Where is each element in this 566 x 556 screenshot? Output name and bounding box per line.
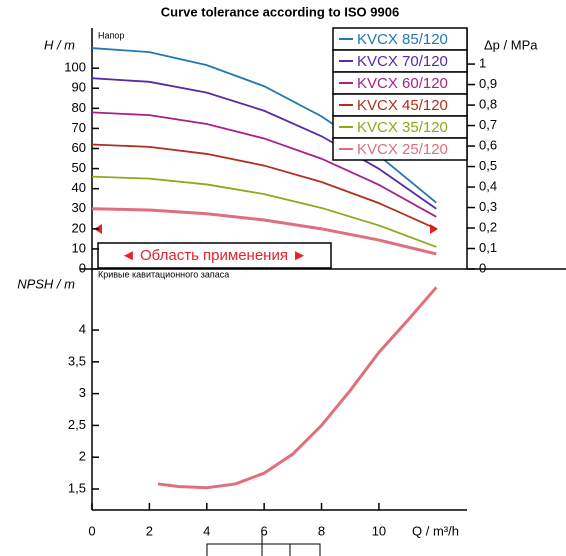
x-axis-label: Q / m³/h bbox=[412, 523, 459, 538]
y-tick-label: 90 bbox=[72, 80, 86, 95]
y2-axis-label: Δp / MPa bbox=[484, 37, 538, 52]
x-tick-label: 0 bbox=[88, 523, 95, 538]
x-tick-label: 6 bbox=[261, 523, 268, 538]
y2-tick-label: 0,5 bbox=[479, 158, 497, 173]
x-tick-label: 10 bbox=[372, 523, 386, 538]
series-line bbox=[91, 77, 437, 210]
y-tick-label: 2 bbox=[79, 449, 86, 464]
legend-label: KVCX 45/120 bbox=[357, 97, 448, 114]
y-tick-label: 100 bbox=[64, 60, 86, 75]
legend-label: KVCX 35/120 bbox=[357, 119, 448, 136]
y-tick-label: 30 bbox=[72, 200, 86, 215]
series-line bbox=[91, 175, 437, 248]
y-tick-label: 40 bbox=[72, 180, 86, 195]
y2-tick-label: 0,2 bbox=[479, 219, 497, 234]
y-tick-label: 0 bbox=[79, 260, 86, 275]
y-tick-label: 50 bbox=[72, 160, 86, 175]
annotation: Кривые кавитационного запаса bbox=[98, 269, 229, 279]
annotation: Напор bbox=[98, 30, 124, 40]
y2-tick-label: 1 bbox=[479, 56, 486, 71]
series-line bbox=[91, 207, 437, 256]
legend-label: KVCX 60/120 bbox=[357, 75, 448, 92]
legend-label: KVCX 70/120 bbox=[357, 53, 448, 70]
y2-tick-label: 0,7 bbox=[479, 117, 497, 132]
chart-title: Curve tolerance according to ISO 9906 bbox=[161, 4, 399, 19]
y2-tick-label: 0,1 bbox=[479, 240, 497, 255]
y-tick-label: 80 bbox=[72, 100, 86, 115]
x-tick-label: 4 bbox=[203, 523, 210, 538]
y-tick-label: 2,5 bbox=[68, 417, 86, 432]
y-tick-label: 4 bbox=[79, 321, 86, 336]
y-tick-label: 3,5 bbox=[68, 353, 86, 368]
y-axis-label: NPSH / m bbox=[17, 276, 75, 291]
y2-tick-label: 0,3 bbox=[479, 199, 497, 214]
series-line bbox=[157, 286, 438, 490]
y2-tick-label: 0,8 bbox=[479, 96, 497, 111]
y-tick-label: 3 bbox=[79, 385, 86, 400]
series-line bbox=[91, 111, 437, 218]
annotation: ◄ Область применения ► bbox=[121, 247, 307, 264]
legend-label: KVCX 85/120 bbox=[357, 31, 448, 48]
range-arrow bbox=[430, 224, 438, 234]
y-axis-label: H / m bbox=[44, 37, 75, 52]
y-tick-label: 70 bbox=[72, 120, 86, 135]
y-tick-label: 20 bbox=[72, 220, 86, 235]
y-tick-label: 1,5 bbox=[68, 480, 86, 495]
y2-tick-label: 0,4 bbox=[479, 178, 497, 193]
y-tick-label: 10 bbox=[72, 240, 86, 255]
range-box bbox=[97, 242, 332, 269]
legend-label: KVCX 25/120 bbox=[357, 141, 448, 158]
x-tick-label: 8 bbox=[318, 523, 325, 538]
series-line bbox=[91, 143, 437, 230]
y2-tick-label: 0 bbox=[479, 260, 486, 275]
y-tick-label: 60 bbox=[72, 140, 86, 155]
y2-tick-label: 0,6 bbox=[479, 137, 497, 152]
legend-box bbox=[332, 137, 468, 161]
y2-tick-label: 0,9 bbox=[479, 76, 497, 91]
decoration bbox=[206, 530, 321, 556]
x-tick-label: 2 bbox=[146, 523, 153, 538]
